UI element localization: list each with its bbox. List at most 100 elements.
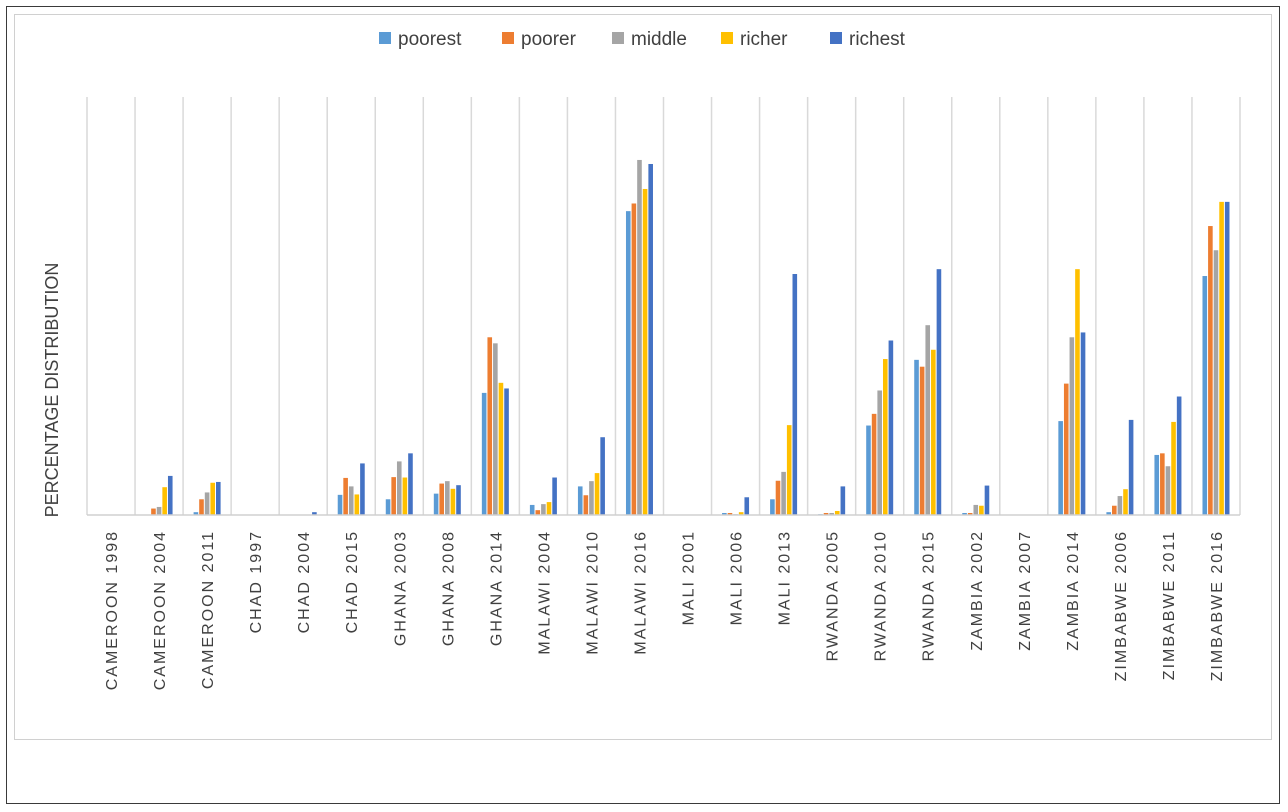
bar-poorer xyxy=(1063,383,1069,515)
bar-richest xyxy=(648,163,653,516)
category-label: MALAWI 2016 xyxy=(632,530,649,655)
category-label: CAMEROON 2004 xyxy=(152,530,169,690)
bar-group xyxy=(1058,269,1086,515)
category-label: MALI 2006 xyxy=(729,530,746,625)
bar-poorest xyxy=(722,512,727,516)
bar-group xyxy=(312,512,317,515)
bar-richest xyxy=(1128,419,1134,515)
category-label: GHANA 2014 xyxy=(488,530,505,646)
bar-poorest xyxy=(337,494,343,515)
bar-poorer xyxy=(631,203,637,516)
bar-richest xyxy=(600,437,605,515)
bar-group xyxy=(866,340,894,515)
category-label: ZAMBIA 2002 xyxy=(969,530,986,651)
bar-poorer xyxy=(343,477,348,515)
bar-group xyxy=(818,486,846,516)
bar-group xyxy=(1106,419,1134,515)
bar-group xyxy=(914,269,942,516)
bar-richer xyxy=(931,349,936,515)
bar-richest xyxy=(1080,332,1086,515)
bar-richer xyxy=(210,482,215,515)
bar-richer xyxy=(1171,421,1176,515)
category-label: MALI 2013 xyxy=(777,530,794,625)
category-label: ZIMBABWE 2016 xyxy=(1209,530,1226,681)
category-label: RWANDA 2005 xyxy=(825,530,842,661)
bar-middle xyxy=(204,492,210,515)
bar-richest xyxy=(552,477,557,515)
legend-swatch-richer xyxy=(721,32,733,44)
bar-group xyxy=(770,274,798,516)
bar-richest xyxy=(216,481,221,515)
category-label: CAMEROON 1998 xyxy=(104,530,121,690)
bar-richer xyxy=(786,425,792,515)
bar-poorer xyxy=(151,508,156,515)
bar-middle xyxy=(973,504,979,516)
legend-label-poorer: poorer xyxy=(521,29,577,50)
category-label: ZAMBIA 2007 xyxy=(1017,530,1034,651)
category-label: ZIMBABWE 2011 xyxy=(1161,530,1178,680)
bar-richer xyxy=(1075,269,1080,515)
bar-poorer xyxy=(1160,453,1165,515)
bar-middle xyxy=(925,325,931,515)
legend-swatch-poorer xyxy=(502,32,514,44)
category-label: GHANA 2003 xyxy=(392,530,409,646)
legend-swatch-richest xyxy=(830,32,842,44)
bar-middle xyxy=(541,504,546,515)
bar-richest xyxy=(504,388,509,515)
category-label: MALI 2001 xyxy=(681,530,698,625)
bar-poorer xyxy=(199,499,204,515)
bar-poorest xyxy=(577,486,583,515)
bar-poorer xyxy=(871,413,877,515)
bar-richer xyxy=(594,473,600,515)
bar-richest xyxy=(936,269,942,515)
bar-richer xyxy=(450,488,456,516)
bar-richest xyxy=(792,274,798,515)
bar-poorest xyxy=(433,493,439,515)
bar-middle xyxy=(589,481,594,515)
bar-middle xyxy=(1165,466,1171,515)
bar-group xyxy=(577,437,605,515)
bar-groups xyxy=(151,159,1230,516)
bar-poorest xyxy=(1106,512,1111,515)
bar-group xyxy=(433,481,461,516)
bar-richest xyxy=(984,485,990,515)
bar-poorer xyxy=(919,366,925,515)
bar-middle xyxy=(156,506,162,515)
bar-poorest xyxy=(866,425,871,515)
bar-richest xyxy=(312,512,317,515)
bar-poorest xyxy=(481,392,487,515)
bar-richer xyxy=(834,510,840,515)
bar-poorer xyxy=(967,512,973,516)
bar-group xyxy=(481,337,509,515)
category-labels: CAMEROON 1998 CAMEROON 2004 CAMEROON 2011 C… xyxy=(104,530,1226,690)
bar-richest xyxy=(360,463,365,515)
category-label: GHANA 2008 xyxy=(440,530,457,646)
bar-poorest xyxy=(962,512,967,516)
bar-middle xyxy=(781,471,786,515)
bar-poorest xyxy=(1058,421,1063,515)
legend-swatch-poorest xyxy=(379,32,391,44)
legend: poorest poorer middle richer richest xyxy=(379,29,906,50)
bar-group xyxy=(337,463,365,515)
bar-middle xyxy=(1069,337,1075,515)
legend-label-richest: richest xyxy=(849,29,906,50)
bar-richer xyxy=(642,188,648,515)
bar-richer xyxy=(402,477,408,515)
bar-poorer xyxy=(391,477,396,515)
bar-group xyxy=(722,497,750,516)
bar-middle xyxy=(829,512,834,516)
bar-poorer xyxy=(775,480,781,516)
bar-middle xyxy=(445,481,450,515)
category-label: CHAD 2015 xyxy=(344,530,361,633)
bar-group xyxy=(385,453,413,515)
bar-poorer xyxy=(535,510,541,515)
bar-richest xyxy=(408,453,413,515)
legend-label-richer: richer xyxy=(740,29,788,50)
bar-richest xyxy=(167,475,173,515)
bar-middle xyxy=(396,461,402,515)
vertical-gridlines xyxy=(86,97,1241,515)
bar-group xyxy=(962,485,990,516)
bar-middle xyxy=(1213,250,1219,516)
bar-richer xyxy=(882,359,888,515)
